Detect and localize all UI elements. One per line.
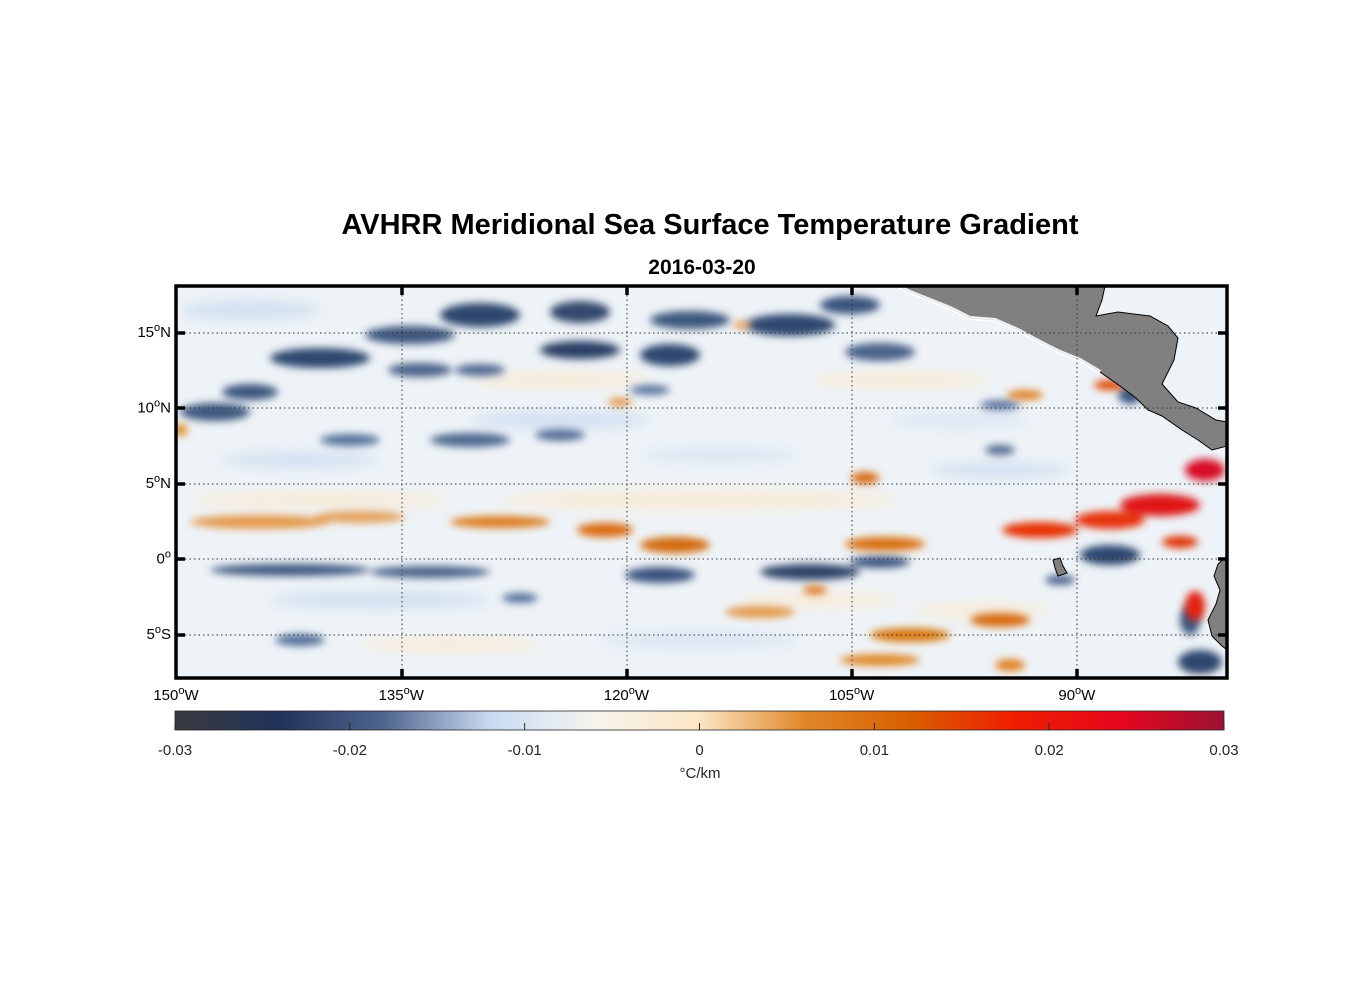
coastal-nodata (897, 286, 1102, 374)
colorbar-ticks: -0.03 -0.02 -0.01 0 0.01 0.02 0.03 (158, 723, 1239, 759)
x-tick-label: 135oW (379, 685, 425, 704)
chart-title: AVHRR Meridional Sea Surface Temperature… (341, 209, 1078, 241)
map-frame (174, 284, 1229, 680)
x-axis-ticks: 150oW 135oW 120oW 105oW 90oW (153, 685, 1096, 704)
frame-ticks (176, 286, 1227, 678)
y-tick-label: 5oN (146, 473, 171, 492)
colorbar-tick-label: -0.03 (158, 742, 192, 759)
x-tick-label: 90oW (1058, 685, 1096, 704)
y-axis-ticks: 15oN 10oN 5oN 0o 5oS (137, 322, 171, 643)
chart-subtitle: 2016-03-20 (648, 256, 755, 279)
land-south-america (1207, 555, 1227, 651)
y-tick-label: 0o (157, 548, 171, 567)
colorbar-tick-label: -0.02 (333, 742, 367, 759)
colorbar-unit-label: °C/km (680, 765, 721, 782)
colorbar-tick-label: 0.01 (860, 742, 889, 759)
y-tick-label: 5oS (147, 624, 171, 643)
map-panel (174, 284, 1229, 680)
colorbar-tick-label: 0.02 (1035, 742, 1064, 759)
colorbar-tick-label: 0.03 (1209, 742, 1238, 759)
x-tick-label: 120oW (604, 685, 650, 704)
colorbar: -0.03 -0.02 -0.01 0 0.01 0.02 0.03 °C/km (158, 710, 1239, 782)
y-tick-label: 10oN (137, 398, 171, 417)
x-tick-label: 105oW (829, 685, 875, 704)
x-tick-label: 150oW (153, 685, 199, 704)
y-tick-label: 15oN (137, 322, 171, 341)
colorbar-tick-label: 0 (695, 742, 703, 759)
land-galapagos (1052, 557, 1068, 577)
colorbar-tick-label: -0.01 (508, 742, 542, 759)
